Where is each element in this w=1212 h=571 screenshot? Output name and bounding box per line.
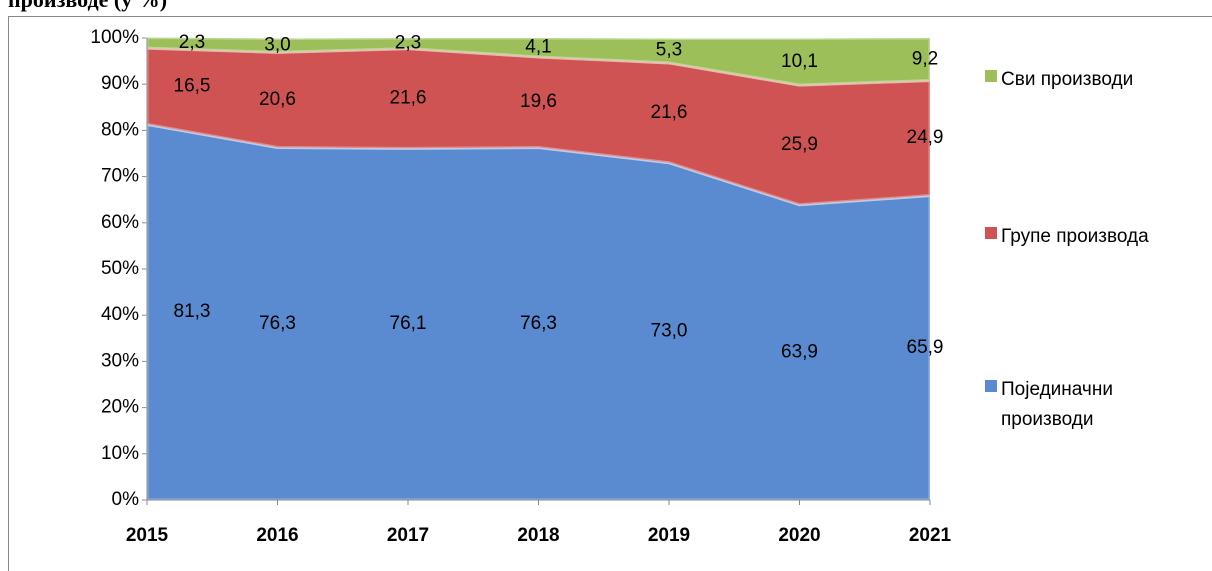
y-tick-label: 10% bbox=[101, 443, 139, 464]
data-label: 24,9 bbox=[907, 127, 944, 148]
legend-label: Групе производа bbox=[1001, 226, 1149, 247]
data-label: 19,6 bbox=[520, 91, 557, 112]
x-tick-label: 2018 bbox=[517, 525, 559, 546]
x-tick-label: 2021 bbox=[909, 525, 952, 546]
y-tick-label: 80% bbox=[101, 119, 139, 140]
y-tick-label: 90% bbox=[101, 73, 139, 94]
data-label: 21,6 bbox=[651, 102, 688, 123]
data-label: 81,3 bbox=[174, 301, 211, 322]
data-label: 9,2 bbox=[912, 48, 938, 69]
y-tick-label: 60% bbox=[101, 212, 139, 233]
legend-swatch bbox=[985, 70, 997, 82]
data-label: 76,3 bbox=[520, 313, 557, 334]
data-label: 3,0 bbox=[264, 34, 290, 55]
data-label: 76,1 bbox=[390, 313, 427, 334]
data-label: 10,1 bbox=[781, 51, 818, 72]
y-tick-label: 0% bbox=[112, 489, 140, 510]
y-tick-label: 50% bbox=[101, 258, 139, 279]
legend-label: Сви производи bbox=[1001, 69, 1134, 90]
legend-label: Појединачни производи bbox=[1001, 379, 1113, 430]
data-label: 73,0 bbox=[651, 320, 688, 341]
x-tick-label: 2016 bbox=[256, 525, 298, 546]
data-label: 21,6 bbox=[390, 88, 427, 109]
x-tick-label: 2015 bbox=[126, 525, 169, 546]
y-tick-label: 20% bbox=[101, 397, 139, 418]
x-tick-label: 2020 bbox=[778, 525, 820, 546]
area bbox=[145, 36, 932, 87]
data-label: 76,3 bbox=[259, 313, 296, 334]
data-label: 2,3 bbox=[395, 32, 421, 53]
chart-border bbox=[8, 16, 1212, 571]
data-label: 2,3 bbox=[179, 32, 205, 53]
data-label: 5,3 bbox=[656, 40, 682, 61]
legend-swatch bbox=[985, 227, 997, 239]
legend-swatch bbox=[985, 380, 997, 392]
data-label: 25,9 bbox=[781, 134, 818, 155]
y-tick-label: 40% bbox=[101, 304, 139, 325]
y-tick-label: 70% bbox=[101, 166, 139, 187]
legend-item: Групе производа bbox=[985, 222, 1205, 252]
data-label: 20,6 bbox=[259, 89, 296, 110]
x-tick-label: 2017 bbox=[387, 525, 429, 546]
chart-title: производе (у %) bbox=[8, 0, 167, 12]
legend-item: Сви производи bbox=[985, 65, 1205, 95]
legend-item: Појединачни производи bbox=[985, 375, 1205, 435]
data-label: 65,9 bbox=[907, 337, 944, 358]
data-label: 4,1 bbox=[525, 36, 551, 57]
x-tick-label: 2019 bbox=[648, 525, 690, 546]
data-label: 63,9 bbox=[781, 341, 818, 362]
data-label: 16,5 bbox=[174, 75, 211, 96]
y-tick-label: 100% bbox=[90, 27, 139, 48]
y-tick-label: 30% bbox=[101, 350, 139, 371]
